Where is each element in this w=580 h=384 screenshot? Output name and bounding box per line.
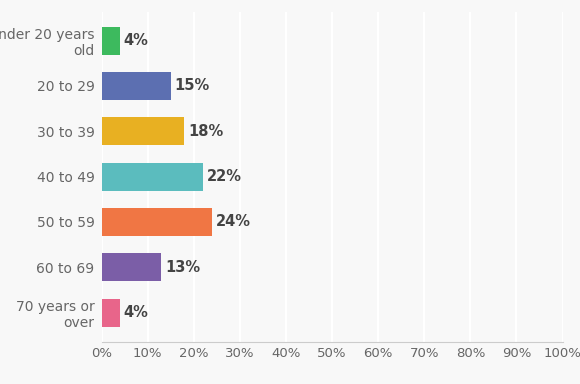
Bar — [102, 162, 203, 191]
Text: 24%: 24% — [216, 215, 251, 230]
Text: 15%: 15% — [175, 78, 209, 93]
Text: 13%: 13% — [165, 260, 200, 275]
Bar — [102, 253, 161, 281]
Text: 22%: 22% — [206, 169, 242, 184]
Bar — [102, 26, 120, 55]
Text: 4%: 4% — [124, 305, 148, 320]
Bar — [102, 208, 212, 236]
Bar — [102, 299, 120, 327]
Bar — [102, 72, 171, 100]
Bar — [102, 117, 184, 146]
Text: 4%: 4% — [124, 33, 148, 48]
Text: 18%: 18% — [188, 124, 223, 139]
